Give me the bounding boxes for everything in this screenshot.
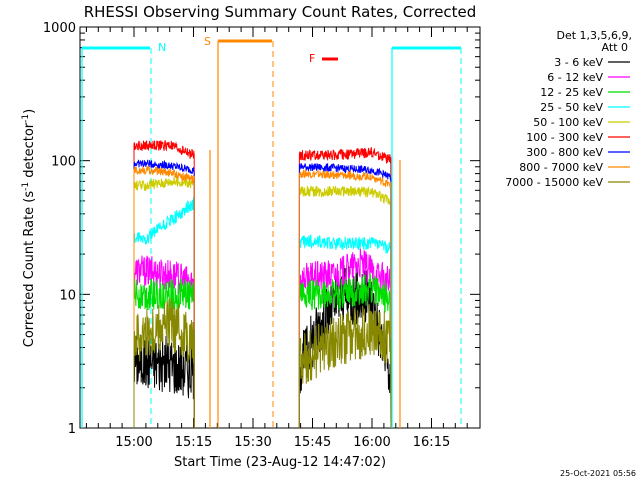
legend-label: 7000 - 15000 keV: [505, 176, 603, 189]
legend-label: 50 - 100 keV: [533, 116, 603, 129]
y-tick-label: 1000: [43, 21, 76, 36]
series-line: [298, 146, 392, 429]
series-line: [298, 273, 392, 429]
flare-label: F: [309, 52, 315, 65]
x-axis-label: Start Time (23-Aug-12 14:47:02): [174, 455, 386, 470]
series-line: [133, 176, 195, 428]
legend-label: 6 - 12 keV: [547, 71, 603, 84]
night-label: N: [158, 41, 166, 54]
series-line: [133, 298, 195, 428]
series-line: [133, 197, 195, 428]
legend-label: 800 - 7000 keV: [519, 161, 603, 174]
saa-label: S: [204, 35, 211, 48]
series-line: [298, 185, 392, 429]
series-line: [298, 168, 392, 429]
series-line: [133, 159, 195, 428]
y-axis-label-part: -1: [21, 114, 31, 123]
y-axis-label-part: Corrected Count Rate (s: [22, 191, 37, 348]
y-axis-label-part: -1: [21, 182, 31, 191]
y-axis-label-part: detector: [22, 122, 37, 182]
series-line: [133, 278, 195, 428]
x-tick-label: 15:00: [115, 435, 152, 450]
series-line: [133, 255, 195, 428]
x-tick-label: 15:15: [175, 435, 212, 450]
x-tick-label: 15:30: [234, 435, 271, 450]
x-tick-label: 16:15: [413, 435, 450, 450]
legend-header: Det 1,3,5,6,9,: [556, 29, 632, 42]
legend-label: 100 - 300 keV: [526, 131, 603, 144]
series-line: [298, 304, 392, 429]
x-tick-label: 15:45: [294, 435, 331, 450]
series-line: [133, 332, 195, 428]
series-line: [133, 140, 195, 428]
plot-frame: [79, 26, 481, 429]
chart-title: RHESSI Observing Summary Count Rates, Co…: [84, 3, 477, 21]
y-axis-label-part: ): [22, 109, 37, 114]
x-tick-label: 16:00: [353, 435, 390, 450]
legend-header: Att 0: [602, 41, 628, 54]
series-line: [298, 162, 392, 429]
y-axis-label: Corrected Count Rate (s-1 detector-1): [21, 109, 37, 347]
legend-label: 12 - 25 keV: [540, 86, 603, 99]
y-tick-label: 100: [51, 155, 76, 170]
legend-label: 25 - 50 keV: [540, 101, 603, 114]
series-line: [298, 233, 392, 429]
series-line: [133, 165, 195, 428]
y-tick-label: 1: [68, 422, 76, 437]
timestamp: 25-Oct-2021 05:56: [560, 469, 636, 478]
legend-label: 3 - 6 keV: [554, 56, 603, 69]
legend-label: 300 - 800 keV: [526, 146, 603, 159]
y-tick-label: 10: [59, 288, 76, 303]
